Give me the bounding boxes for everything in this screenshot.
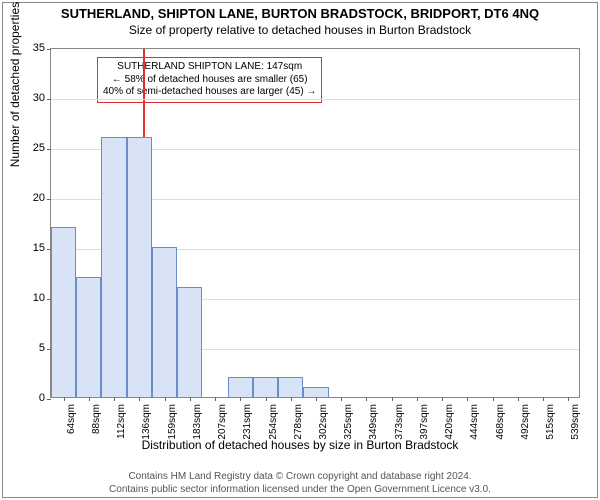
footer-line-2: Contains public sector information licen… <box>0 483 600 496</box>
histogram-bar <box>51 227 76 397</box>
ytick-label: 35 <box>5 42 45 54</box>
ytick-mark <box>47 99 51 100</box>
xtick-label: 231sqm <box>242 404 253 454</box>
annotation-box: SUTHERLAND SHIPTON LANE: 147sqm← 58% of … <box>97 57 322 103</box>
xtick-mark <box>215 397 216 401</box>
xtick-label: 183sqm <box>192 404 203 454</box>
xtick-label: 254sqm <box>268 404 279 454</box>
xtick-mark <box>518 397 519 401</box>
histogram-bar <box>303 387 328 397</box>
xtick-mark <box>266 397 267 401</box>
xtick-label: 397sqm <box>419 404 430 454</box>
ytick-mark <box>47 199 51 200</box>
ytick-mark <box>47 149 51 150</box>
xtick-label: 88sqm <box>91 404 102 454</box>
xtick-label: 159sqm <box>167 404 178 454</box>
xtick-mark <box>493 397 494 401</box>
xtick-mark <box>316 397 317 401</box>
annotation-line: SUTHERLAND SHIPTON LANE: 147sqm <box>103 61 316 74</box>
xtick-mark <box>139 397 140 401</box>
xtick-label: 444sqm <box>469 404 480 454</box>
xtick-mark <box>341 397 342 401</box>
ytick-label: 25 <box>5 142 45 154</box>
ytick-label: 20 <box>5 192 45 204</box>
gridline <box>51 99 579 100</box>
xtick-mark <box>467 397 468 401</box>
xtick-mark <box>366 397 367 401</box>
xtick-mark <box>291 397 292 401</box>
xtick-mark <box>114 397 115 401</box>
xtick-label: 302sqm <box>318 404 329 454</box>
histogram-bar <box>127 137 152 397</box>
plot-area: SUTHERLAND SHIPTON LANE: 147sqm← 58% of … <box>50 48 580 398</box>
histogram-bar <box>101 137 126 397</box>
xtick-label: 325sqm <box>343 404 354 454</box>
histogram-bar <box>253 377 278 397</box>
xtick-label: 112sqm <box>116 404 127 454</box>
xtick-label: 136sqm <box>141 404 152 454</box>
xtick-mark <box>165 397 166 401</box>
xtick-label: 468sqm <box>495 404 506 454</box>
xtick-label: 278sqm <box>293 404 304 454</box>
xtick-mark <box>190 397 191 401</box>
ytick-label: 15 <box>5 242 45 254</box>
xtick-label: 420sqm <box>444 404 455 454</box>
histogram-bar <box>152 247 177 397</box>
xtick-mark <box>89 397 90 401</box>
chart-title: SUTHERLAND, SHIPTON LANE, BURTON BRADSTO… <box>0 0 600 21</box>
xtick-label: 492sqm <box>520 404 531 454</box>
xtick-mark <box>64 397 65 401</box>
ytick-mark <box>47 49 51 50</box>
xtick-label: 349sqm <box>368 404 379 454</box>
xtick-label: 539sqm <box>570 404 581 454</box>
ytick-mark <box>47 399 51 400</box>
histogram-bar <box>278 377 303 397</box>
ytick-label: 0 <box>5 392 45 404</box>
footer-text: Contains HM Land Registry data © Crown c… <box>0 470 600 496</box>
xtick-label: 64sqm <box>66 404 77 454</box>
xtick-mark <box>442 397 443 401</box>
xtick-mark <box>568 397 569 401</box>
footer-line-1: Contains HM Land Registry data © Crown c… <box>0 470 600 483</box>
chart-subtitle: Size of property relative to detached ho… <box>0 21 600 37</box>
histogram-bar <box>76 277 101 397</box>
ytick-label: 5 <box>5 342 45 354</box>
annotation-line: 40% of semi-detached houses are larger (… <box>103 86 316 99</box>
xtick-mark <box>417 397 418 401</box>
xtick-label: 207sqm <box>217 404 228 454</box>
xtick-label: 373sqm <box>394 404 405 454</box>
xtick-mark <box>240 397 241 401</box>
ytick-label: 30 <box>5 92 45 104</box>
xtick-label: 515sqm <box>545 404 556 454</box>
xtick-mark <box>392 397 393 401</box>
histogram-bar <box>228 377 253 397</box>
histogram-bar <box>177 287 202 397</box>
annotation-line: ← 58% of detached houses are smaller (65… <box>103 74 316 87</box>
ytick-label: 10 <box>5 292 45 304</box>
xtick-mark <box>543 397 544 401</box>
